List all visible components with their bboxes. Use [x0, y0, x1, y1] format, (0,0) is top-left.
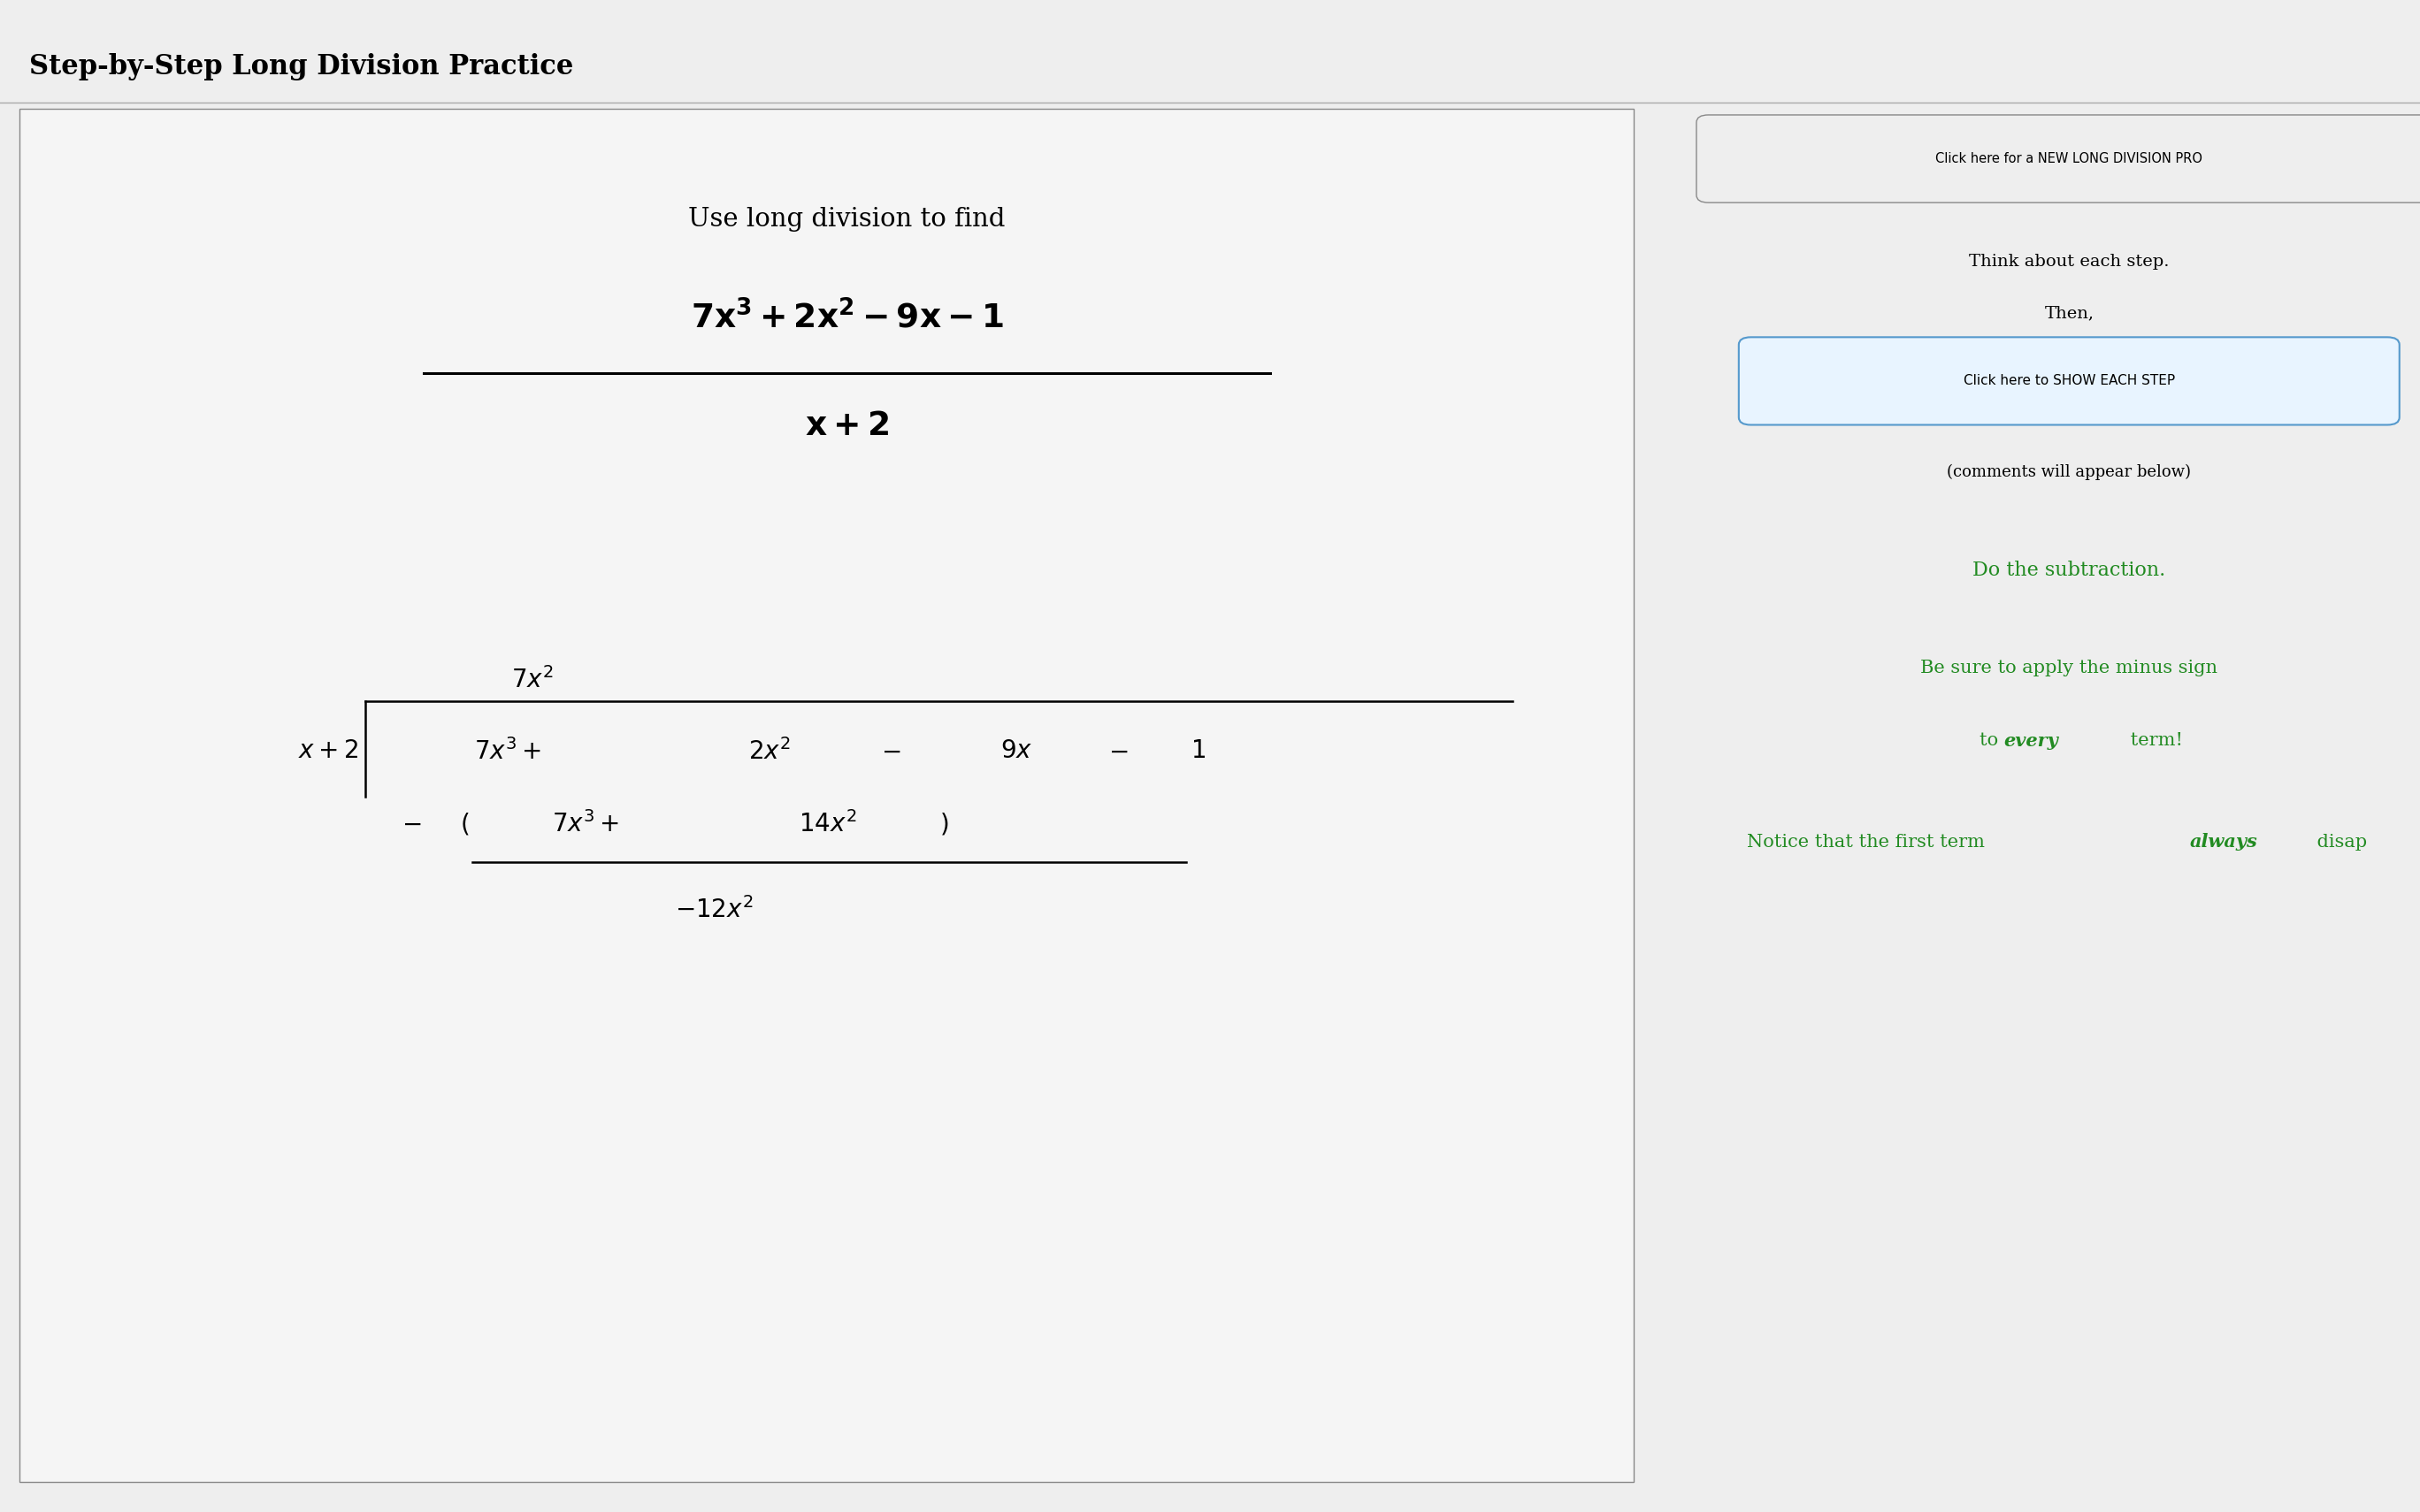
Text: $2x^2$: $2x^2$ — [748, 738, 791, 765]
Text: $7x^3 +$: $7x^3 +$ — [552, 810, 620, 838]
Text: Use long division to find: Use long division to find — [690, 207, 1004, 231]
Text: $-$: $-$ — [881, 739, 900, 764]
Text: $($: $($ — [460, 812, 469, 836]
Text: Then,: Then, — [2045, 305, 2093, 321]
Text: Do the subtraction.: Do the subtraction. — [1972, 561, 2166, 579]
Text: $14x^2$: $14x^2$ — [799, 810, 857, 838]
Text: $x + 2$: $x + 2$ — [298, 739, 358, 764]
Text: Click here for a NEW LONG DIVISION PRO: Click here for a NEW LONG DIVISION PRO — [1936, 153, 2202, 165]
Text: $1$: $1$ — [1191, 739, 1205, 764]
Text: $\mathbf{7x^3 + 2x^2 - 9x - 1}$: $\mathbf{7x^3 + 2x^2 - 9x - 1}$ — [690, 301, 1004, 334]
Text: Step-by-Step Long Division Practice: Step-by-Step Long Division Practice — [29, 53, 574, 80]
Text: always: always — [2190, 833, 2258, 851]
Text: Be sure to apply the minus sign: Be sure to apply the minus sign — [1921, 659, 2217, 677]
Text: $-12x^2$: $-12x^2$ — [675, 897, 753, 924]
Text: to: to — [1980, 732, 2004, 750]
Bar — [1670, 109, 2401, 1482]
FancyBboxPatch shape — [1696, 115, 2420, 203]
Text: $7x^2$: $7x^2$ — [511, 667, 554, 694]
Bar — [19, 109, 1634, 1482]
Text: $-$: $-$ — [1108, 739, 1128, 764]
Text: $\mathbf{x + 2}$: $\mathbf{x + 2}$ — [806, 410, 888, 443]
Text: disap: disap — [2311, 833, 2367, 851]
Text: Notice that the first term: Notice that the first term — [1747, 833, 1992, 851]
Text: every: every — [2004, 732, 2059, 750]
Text: $)$: $)$ — [939, 812, 949, 836]
Text: $-$: $-$ — [402, 812, 421, 836]
FancyBboxPatch shape — [1738, 337, 2401, 425]
Text: Think about each step.: Think about each step. — [1970, 254, 2168, 269]
Text: term!: term! — [2125, 732, 2183, 750]
Text: (comments will appear below): (comments will appear below) — [1948, 464, 2190, 479]
Text: Click here to SHOW EACH STEP: Click here to SHOW EACH STEP — [1963, 375, 2176, 387]
Text: $7x^3 +$: $7x^3 +$ — [474, 738, 542, 765]
Text: $9x$: $9x$ — [999, 739, 1033, 764]
